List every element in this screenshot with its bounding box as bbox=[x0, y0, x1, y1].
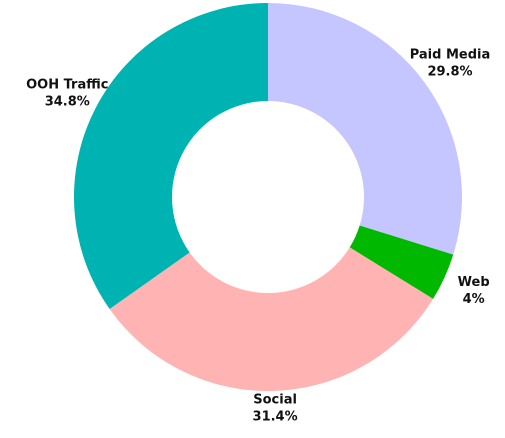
slice-value-label: 31.4% bbox=[253, 410, 298, 425]
donut-slice bbox=[349, 225, 454, 299]
slice-label: Social bbox=[253, 393, 297, 408]
donut-slice bbox=[74, 3, 268, 310]
donut-slice bbox=[268, 3, 462, 255]
slice-label: OOH Traffic bbox=[26, 78, 108, 93]
slice-value-label: 4% bbox=[463, 292, 485, 307]
slice-value-label: 29.8% bbox=[427, 65, 472, 80]
slice-value-label: 34.8% bbox=[45, 95, 90, 110]
slice-label: Paid Media bbox=[410, 48, 491, 63]
donut-slice bbox=[109, 247, 434, 391]
slice-label: Web bbox=[458, 275, 490, 290]
